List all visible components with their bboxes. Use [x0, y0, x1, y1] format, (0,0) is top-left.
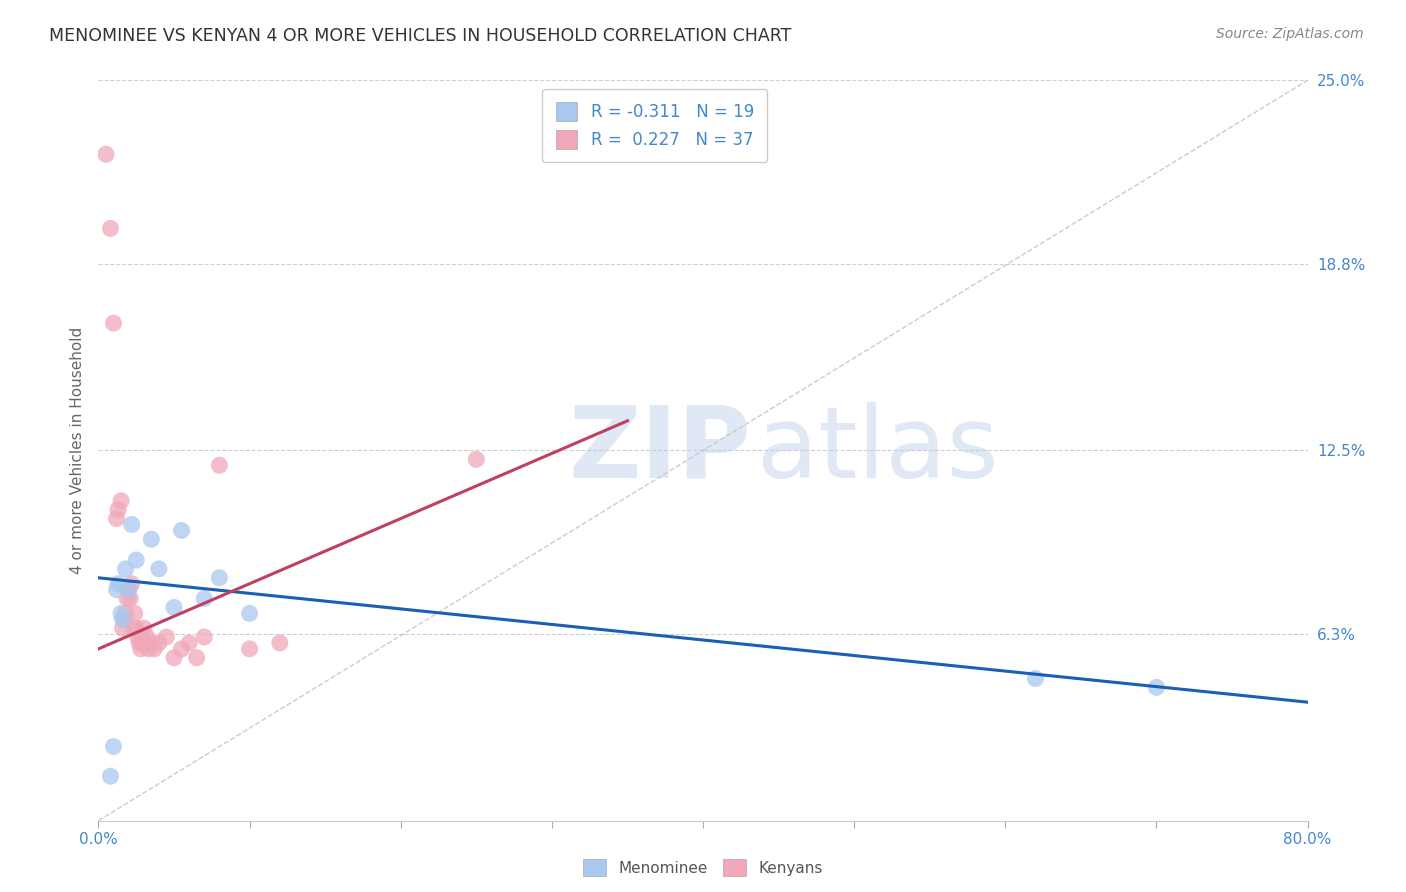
- Point: [114, 562, 136, 576]
- Point: [94, 147, 117, 161]
- Point: [148, 562, 170, 576]
- Point: [141, 533, 163, 547]
- Point: [105, 511, 128, 525]
- Point: [239, 641, 262, 656]
- Point: [128, 636, 150, 650]
- Point: [155, 630, 177, 644]
- Point: [186, 650, 208, 665]
- Point: [131, 636, 153, 650]
- Point: [107, 502, 129, 516]
- Point: [124, 607, 146, 621]
- Point: [120, 591, 142, 606]
- Point: [163, 650, 186, 665]
- Point: [114, 607, 136, 621]
- Point: [103, 739, 125, 754]
- Point: [179, 636, 201, 650]
- Text: atlas: atlas: [758, 402, 1000, 499]
- Legend: R = -0.311   N = 19, R =  0.227   N = 37: R = -0.311 N = 19, R = 0.227 N = 37: [543, 88, 768, 162]
- Point: [100, 221, 122, 235]
- Point: [110, 493, 132, 508]
- Point: [239, 607, 262, 621]
- Point: [100, 769, 122, 783]
- Point: [134, 636, 156, 650]
- Point: [135, 630, 157, 644]
- Point: [143, 641, 166, 656]
- Text: MENOMINEE VS KENYAN 4 OR MORE VEHICLES IN HOUSEHOLD CORRELATION CHART: MENOMINEE VS KENYAN 4 OR MORE VEHICLES I…: [49, 27, 792, 45]
- Point: [141, 636, 163, 650]
- Point: [118, 582, 141, 597]
- Legend: Menominee, Kenyans: Menominee, Kenyans: [578, 853, 828, 882]
- Text: Source: ZipAtlas.com: Source: ZipAtlas.com: [1216, 27, 1364, 41]
- Point: [170, 524, 193, 538]
- Point: [121, 517, 143, 532]
- Point: [136, 641, 159, 656]
- Point: [121, 576, 143, 591]
- Point: [193, 591, 215, 606]
- Point: [122, 621, 145, 635]
- Point: [107, 576, 129, 591]
- Point: [208, 571, 231, 585]
- Point: [125, 553, 148, 567]
- Point: [125, 621, 148, 635]
- Point: [465, 452, 488, 467]
- Point: [111, 612, 134, 626]
- Point: [112, 612, 135, 626]
- Point: [118, 582, 141, 597]
- Point: [127, 630, 149, 644]
- Text: ZIP: ZIP: [568, 402, 751, 499]
- Point: [148, 636, 170, 650]
- Point: [208, 458, 231, 473]
- Point: [1024, 672, 1046, 686]
- Point: [1146, 681, 1168, 695]
- Y-axis label: 4 or more Vehicles in Household: 4 or more Vehicles in Household: [69, 326, 84, 574]
- Point: [111, 621, 134, 635]
- Point: [103, 316, 125, 330]
- Point: [193, 630, 215, 644]
- Point: [132, 621, 155, 635]
- Point: [269, 636, 291, 650]
- Point: [163, 600, 186, 615]
- Point: [115, 591, 138, 606]
- Point: [105, 582, 128, 597]
- Point: [129, 641, 152, 656]
- Point: [110, 607, 132, 621]
- Point: [170, 641, 193, 656]
